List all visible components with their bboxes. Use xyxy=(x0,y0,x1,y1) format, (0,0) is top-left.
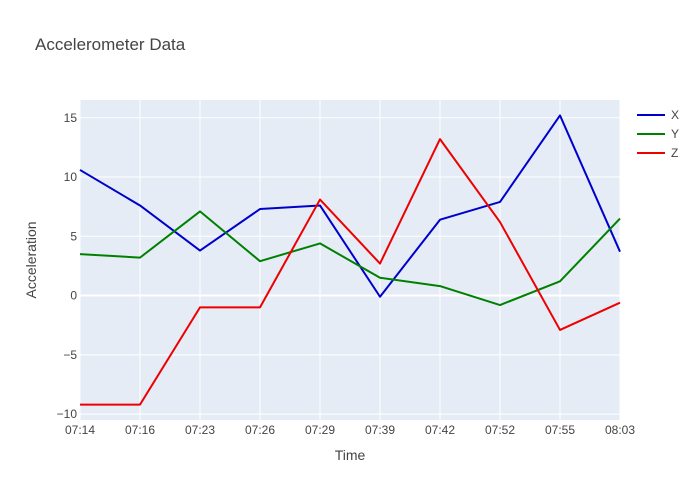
series-lines xyxy=(79,114,621,406)
legend-item-y[interactable]: Y xyxy=(637,127,679,141)
y-tick-label: 5 xyxy=(70,229,77,243)
legend-label: X xyxy=(671,108,679,122)
y-tick-label: 10 xyxy=(64,170,78,184)
legend-item-x[interactable]: X xyxy=(637,108,679,122)
x-axis-label: Time xyxy=(335,447,366,463)
y-axis-ticks: −10 −5 0 5 10 15 xyxy=(57,111,78,421)
x-tick-label: 07:39 xyxy=(365,423,395,437)
x-tick-label: 07:16 xyxy=(125,423,155,437)
legend[interactable]: XYZ xyxy=(637,108,679,160)
chart-title: Accelerometer Data xyxy=(35,35,186,54)
legend-label: Z xyxy=(671,146,678,160)
x-tick-label: 07:26 xyxy=(245,423,275,437)
x-tick-label: 07:14 xyxy=(65,423,95,437)
y-tick-label: 0 xyxy=(70,289,77,303)
y-tick-label: 15 xyxy=(64,111,78,125)
legend-item-z[interactable]: Z xyxy=(637,146,678,160)
x-tick-label: 07:29 xyxy=(305,423,335,437)
y-tick-label: −5 xyxy=(63,348,77,362)
series-line-y[interactable] xyxy=(79,210,621,307)
x-tick-label: 08:03 xyxy=(605,423,635,437)
x-tick-label: 07:52 xyxy=(485,423,515,437)
grid-lines xyxy=(79,100,621,420)
y-axis-label: Acceleration xyxy=(23,221,39,298)
x-tick-label: 07:23 xyxy=(185,423,215,437)
y-tick-label: −10 xyxy=(57,407,78,421)
legend-label: Y xyxy=(671,127,679,141)
series-line-z[interactable] xyxy=(80,138,621,406)
series-line-x[interactable] xyxy=(79,114,621,298)
x-tick-label: 07:55 xyxy=(545,423,575,437)
x-tick-label: 07:42 xyxy=(425,423,455,437)
x-axis-ticks: 07:14 07:16 07:23 07:26 07:29 07:39 07:42 07:52… xyxy=(65,423,635,437)
